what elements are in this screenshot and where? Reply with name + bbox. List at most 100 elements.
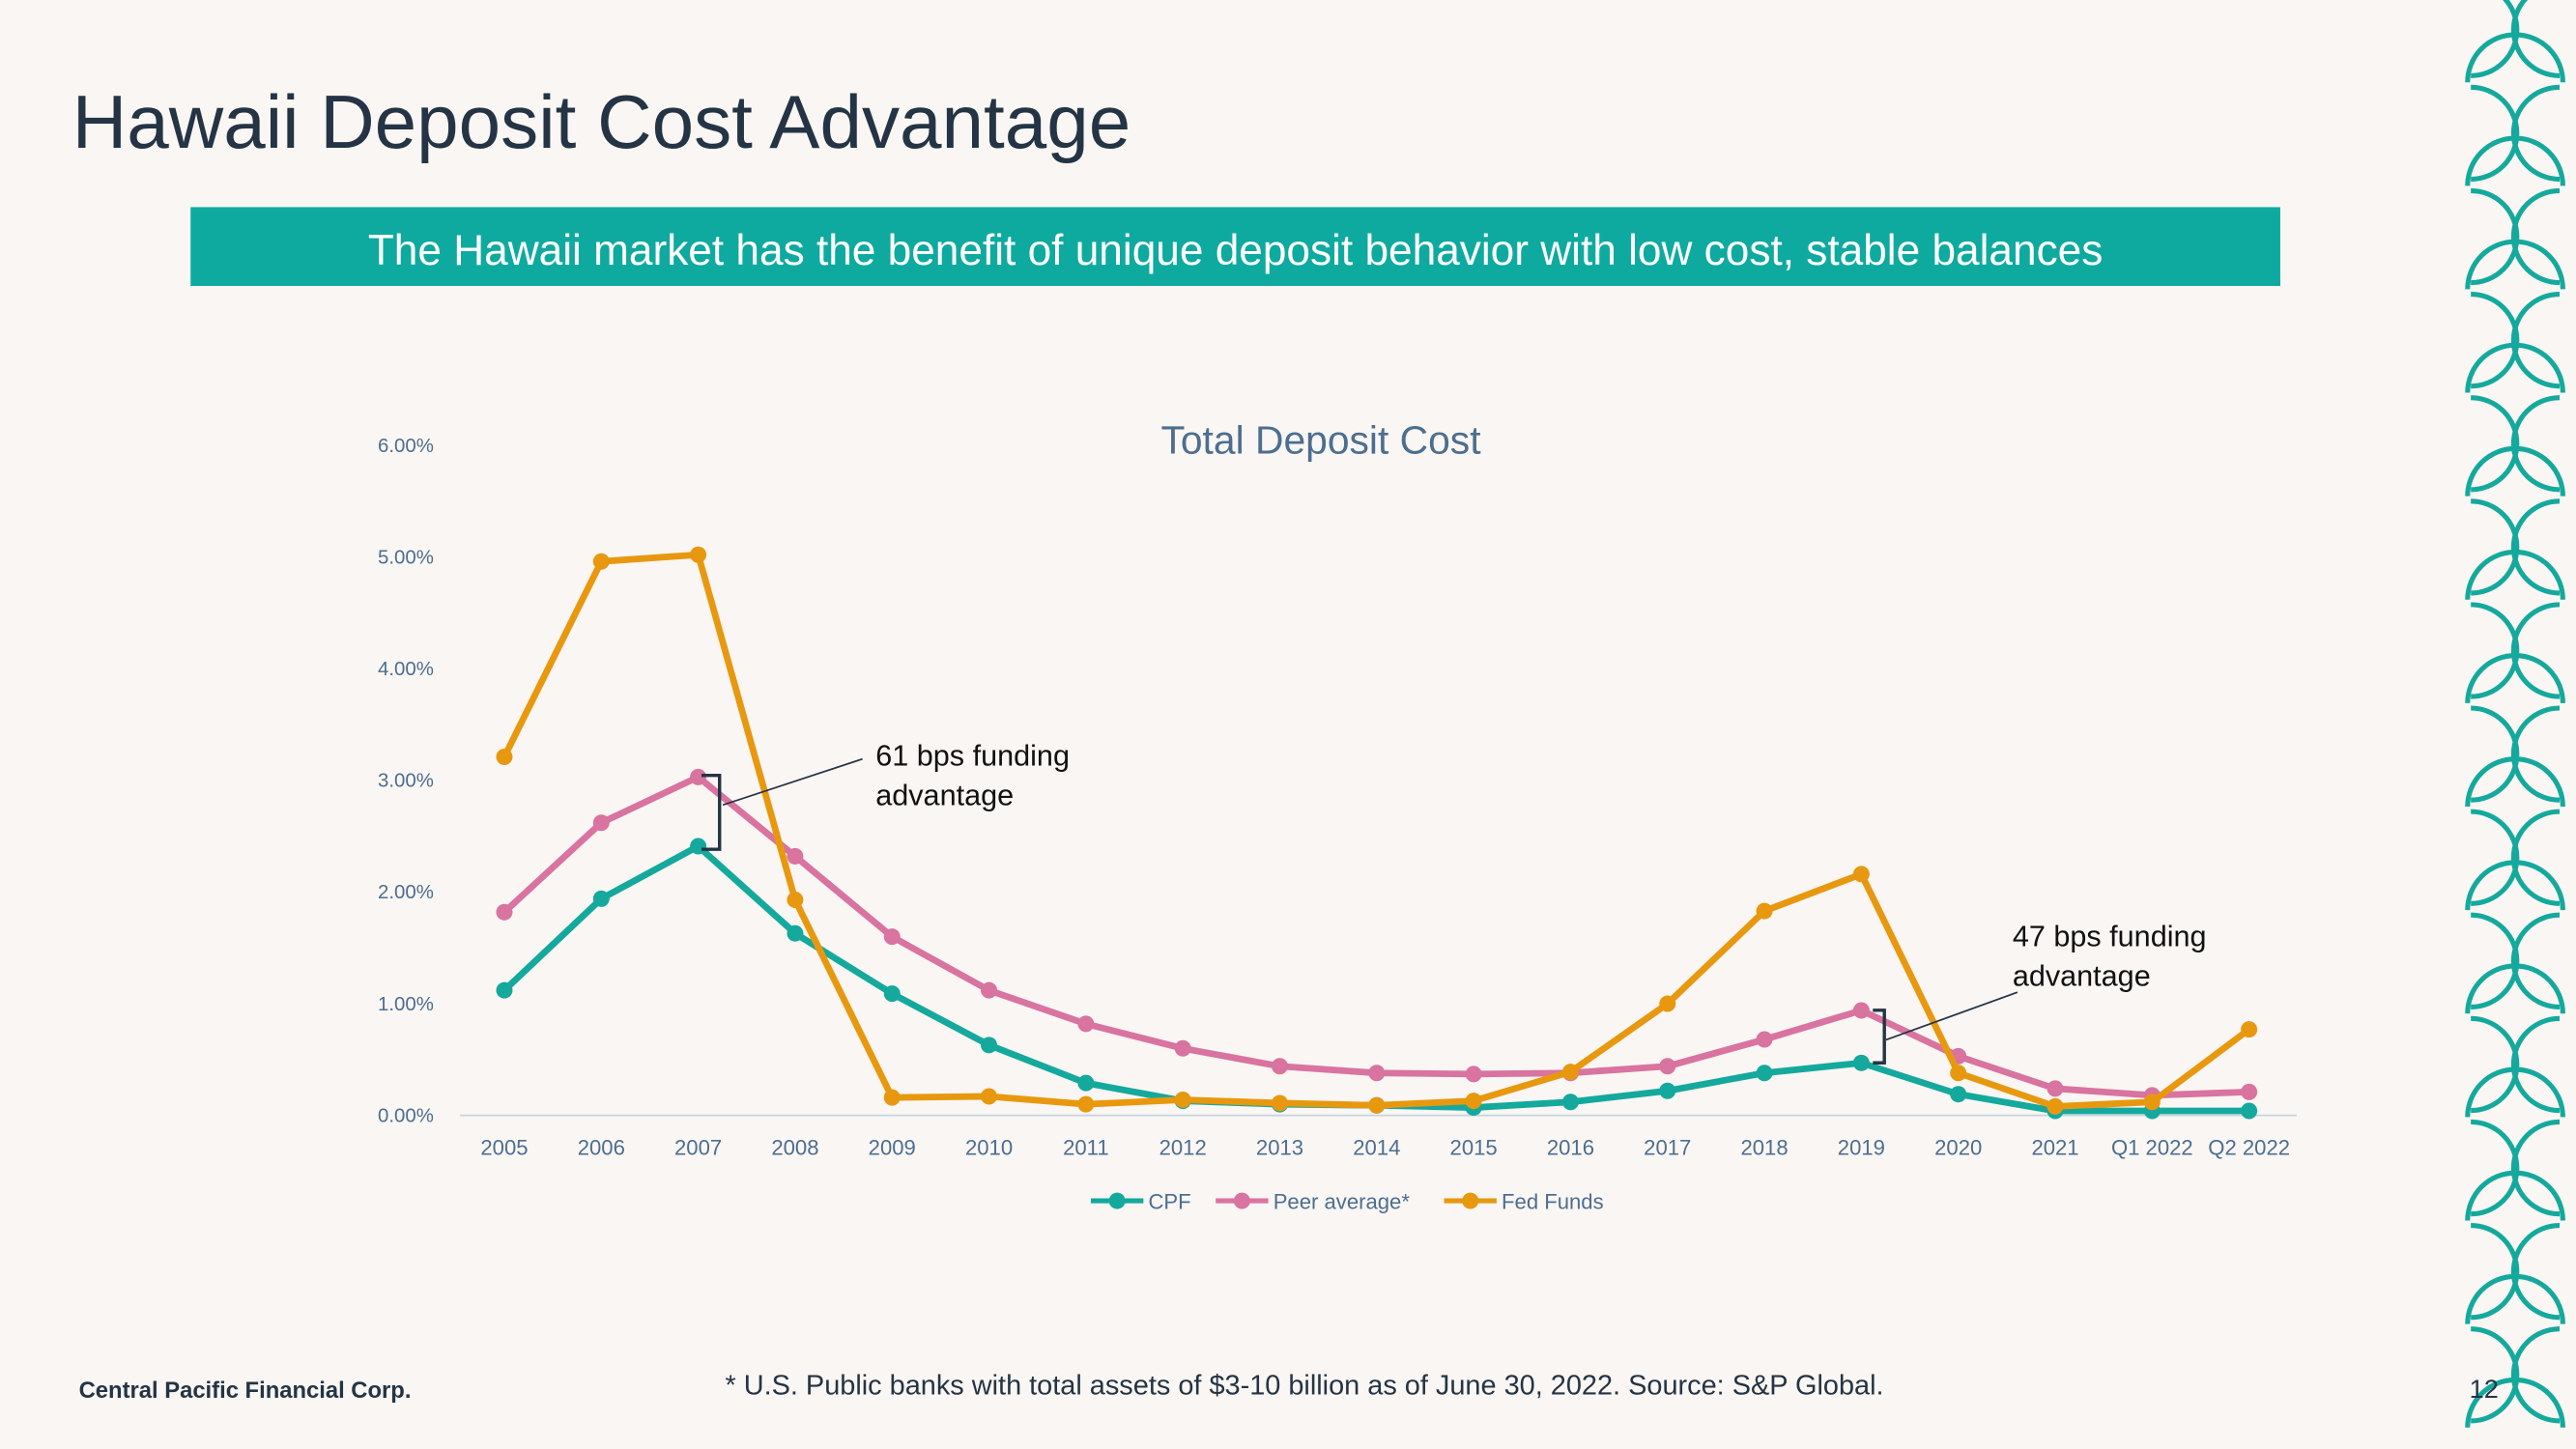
- x-tick-label: 2013: [1256, 1135, 1303, 1159]
- data-point: [592, 890, 610, 907]
- x-tick-label: 2021: [2031, 1135, 2078, 1159]
- decor-arc: [2465, 653, 2565, 703]
- legend-swatch: [1462, 1192, 1479, 1209]
- x-tick-label: 2011: [1063, 1135, 1109, 1159]
- annotation: advantage: [2013, 959, 2151, 992]
- banner-text: The Hawaii market has the benefit of uni…: [368, 227, 2104, 274]
- legend-label: Peer average*: [1274, 1190, 1411, 1214]
- decor-arc: [2510, 1326, 2561, 1424]
- decor-arc: [2471, 912, 2520, 1009]
- data-point: [1368, 1065, 1386, 1082]
- data-point: [883, 928, 901, 946]
- x-tick-label: 2015: [1450, 1135, 1498, 1159]
- decor-arc: [2471, 1326, 2520, 1424]
- y-tick-label: 3.00%: [378, 771, 434, 792]
- data-point: [496, 981, 513, 999]
- data-point: [1077, 1095, 1095, 1113]
- decor-arc: [2510, 1223, 2561, 1321]
- bracket: [1873, 1009, 1886, 1065]
- decor-arc: [2465, 342, 2565, 393]
- x-tick-label: 2016: [1547, 1135, 1594, 1159]
- data-point: [1852, 1054, 1870, 1071]
- data-point: [787, 892, 804, 909]
- x-tick-label: 2006: [578, 1135, 625, 1159]
- data-point: [1659, 1058, 1676, 1075]
- data-point: [1271, 1058, 1288, 1075]
- decor-pattern: [2465, 0, 2565, 1428]
- data-point: [1950, 1065, 1967, 1082]
- y-tick-label: 0.00%: [378, 1105, 434, 1126]
- x-tick-label: 2008: [771, 1135, 818, 1159]
- legend-swatch: [1108, 1192, 1126, 1209]
- decor-arc: [2465, 963, 2565, 1014]
- x-tick-label: Q1 2022: [2111, 1135, 2193, 1159]
- x-tick-label: Q2 2022: [2208, 1135, 2290, 1159]
- decor-arc: [2471, 395, 2520, 493]
- data-point: [883, 1089, 901, 1106]
- page-number: 12: [2470, 1374, 2499, 1404]
- x-tick-label: 2020: [1934, 1135, 1982, 1159]
- data-point: [1852, 866, 1870, 883]
- data-point: [1756, 902, 1773, 920]
- data-point: [1077, 1015, 1095, 1033]
- data-point: [1271, 1094, 1288, 1112]
- decor-arc: [2465, 1170, 2565, 1221]
- decor-arc: [2510, 809, 2561, 906]
- decor-arc: [2510, 1119, 2561, 1217]
- y-tick-label: 4.00%: [378, 659, 434, 680]
- decor-arc: [2465, 239, 2565, 290]
- data-point: [1659, 1082, 1676, 1099]
- annotation: 47 bps funding: [2013, 921, 2207, 953]
- pointer: [1885, 991, 2018, 1041]
- data-point: [2046, 1080, 2064, 1097]
- bracket: [701, 774, 722, 851]
- data-point: [1077, 1074, 1095, 1092]
- data-point: [981, 1088, 998, 1105]
- decor-arc: [2510, 602, 2561, 699]
- data-point: [2241, 1083, 2258, 1100]
- data-point: [496, 749, 513, 766]
- decor-arc: [2471, 498, 2520, 596]
- decor-arc: [2471, 84, 2520, 183]
- decor-arc: [2471, 187, 2520, 286]
- data-point: [1465, 1093, 1482, 1110]
- company: Central Pacific Financial Corp.: [79, 1378, 412, 1404]
- data-point: [1368, 1096, 1386, 1114]
- data-point: [690, 838, 707, 855]
- x-tick-label: 2012: [1159, 1135, 1207, 1159]
- x-tick-label: 2017: [1644, 1135, 1691, 1159]
- x-tick-label: 2007: [674, 1135, 722, 1159]
- data-point: [592, 814, 610, 832]
- data-point: [2046, 1097, 2064, 1115]
- data-point: [883, 985, 901, 1003]
- annotation: advantage: [875, 779, 1014, 811]
- y-tick-label: 5.00%: [378, 547, 434, 568]
- y-tick-label: 6.00%: [378, 436, 434, 457]
- decor-arc: [2465, 1066, 2565, 1118]
- x-tick-label: 2005: [480, 1135, 528, 1159]
- data-point: [2143, 1094, 2161, 1111]
- data-point: [1852, 1002, 1870, 1019]
- decor-arc: [2510, 395, 2561, 493]
- x-tick-label: 2014: [1353, 1135, 1400, 1159]
- decor-arc: [2471, 809, 2520, 906]
- data-point: [2241, 1102, 2258, 1120]
- data-point: [690, 546, 707, 563]
- annotation: 61 bps funding: [875, 740, 1070, 773]
- decor-arc: [2510, 84, 2561, 183]
- data-point: [787, 924, 804, 942]
- data-point: [496, 903, 513, 921]
- x-tick-label: 2019: [1838, 1135, 1885, 1159]
- legend-label: CPF: [1148, 1190, 1190, 1214]
- decor-arc: [2465, 860, 2565, 911]
- y-tick-label: 2.00%: [378, 882, 434, 903]
- decor-arc: [2465, 756, 2565, 808]
- x-tick-label: 2010: [965, 1135, 1013, 1159]
- decor-arc: [2510, 498, 2561, 596]
- data-point: [592, 553, 610, 570]
- x-tick-label: 2009: [869, 1135, 916, 1159]
- decor-arc: [2465, 1377, 2565, 1428]
- decor-arc: [2510, 187, 2561, 286]
- footnote: * U.S. Public banks with total assets of…: [725, 1371, 1883, 1402]
- data-point: [981, 1037, 998, 1054]
